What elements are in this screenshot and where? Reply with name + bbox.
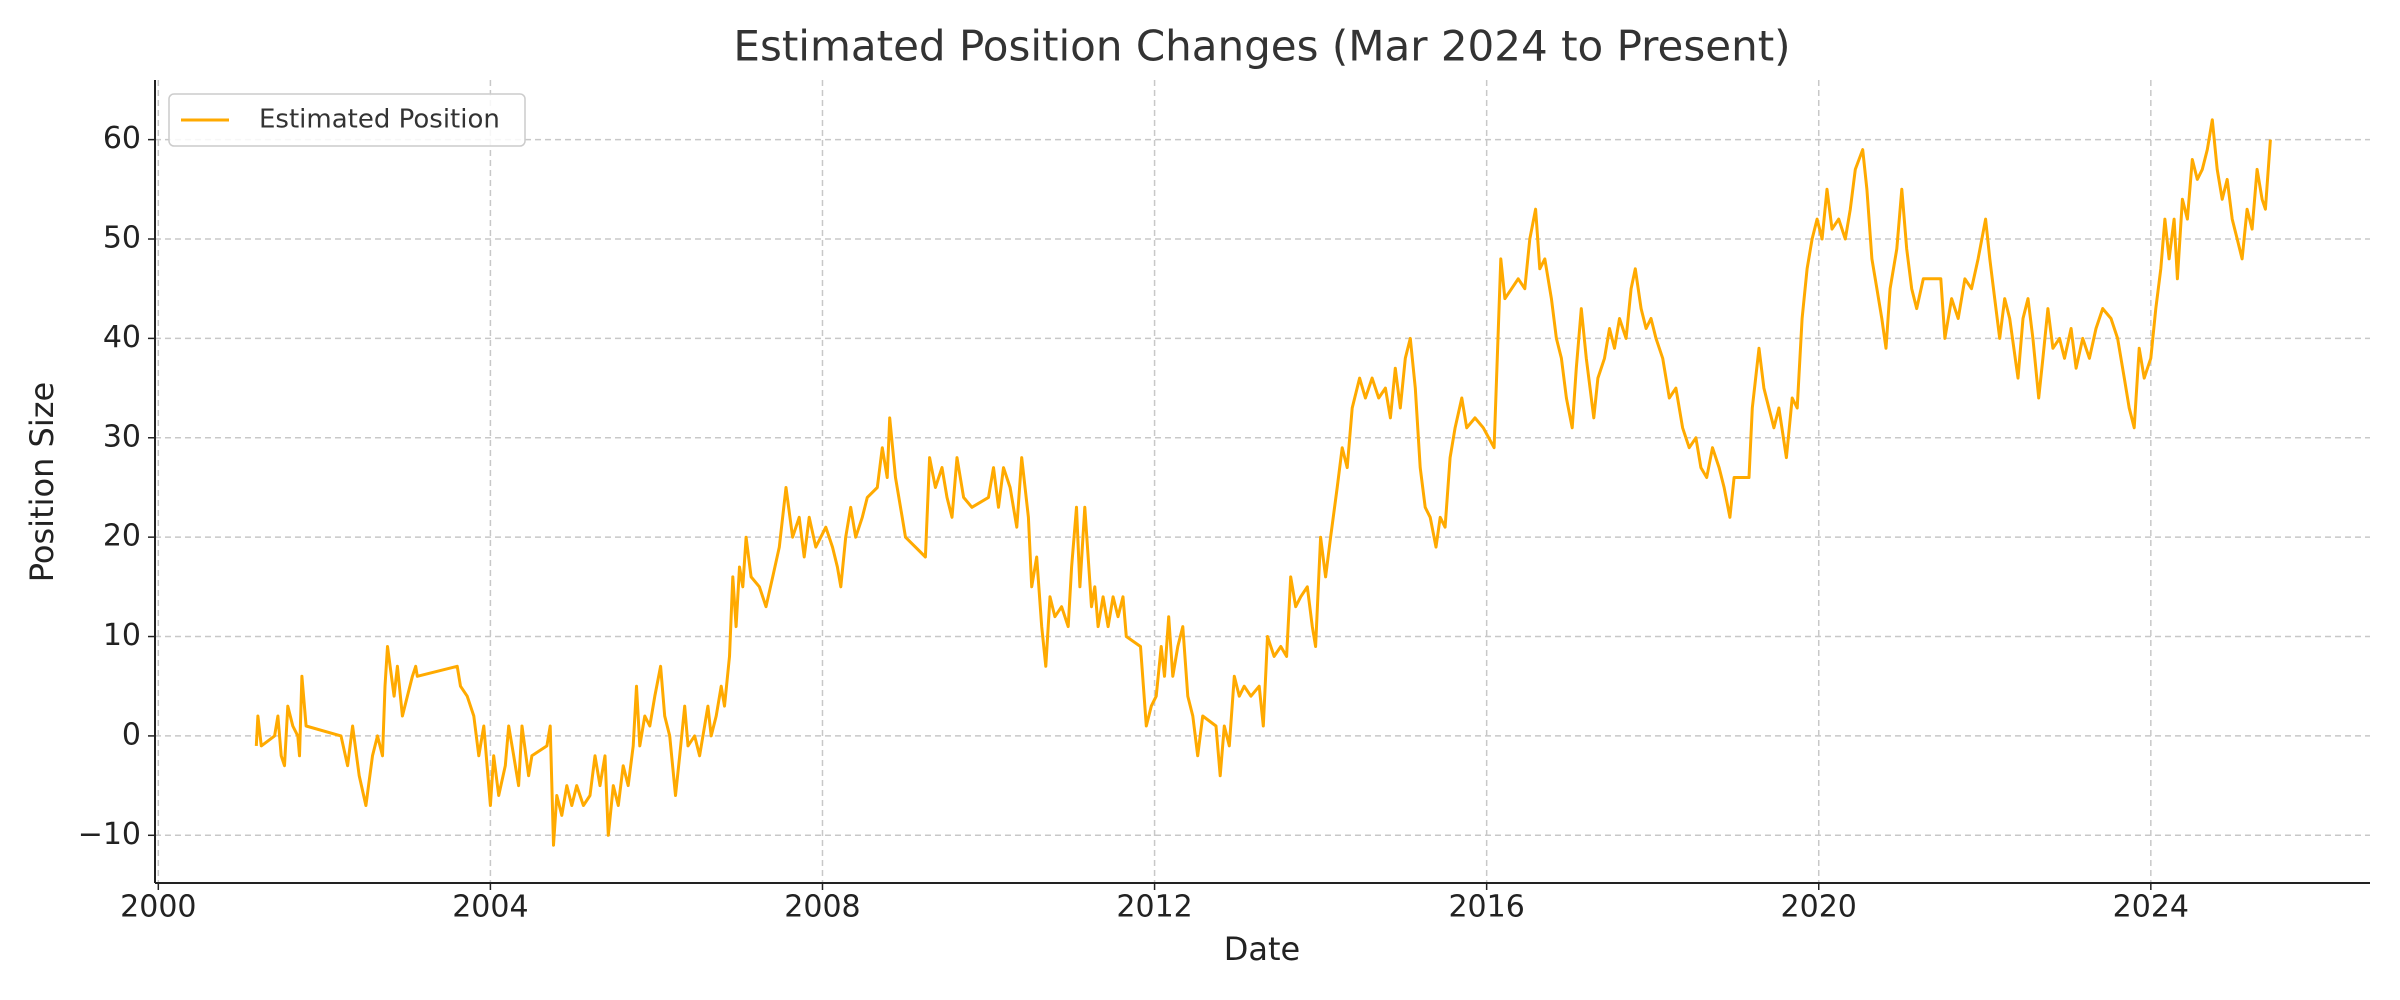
chart-title: Estimated Position Changes (Mar 2024 to … bbox=[733, 22, 1790, 71]
x-tick-label: 2000 bbox=[120, 890, 196, 925]
y-tick-label: 50 bbox=[103, 221, 141, 256]
x-tick-label: 2024 bbox=[2113, 890, 2189, 925]
x-tick-label: 2008 bbox=[784, 890, 860, 925]
x-tick-label: 2020 bbox=[1781, 890, 1857, 925]
legend-box bbox=[168, 93, 526, 147]
legend-label: Estimated Position bbox=[259, 105, 500, 135]
legend: Estimated Position bbox=[168, 93, 526, 147]
y-tick-label: 40 bbox=[103, 320, 141, 355]
y-tick-label: 30 bbox=[103, 419, 141, 454]
y-tick-label: 60 bbox=[103, 121, 141, 156]
x-tick-label: 2012 bbox=[1116, 890, 1192, 925]
y-tick-label: 10 bbox=[103, 618, 141, 653]
y-tick-label: −10 bbox=[78, 817, 141, 852]
x-axis-label: Date bbox=[1224, 930, 1300, 968]
y-tick-label: 0 bbox=[122, 717, 141, 752]
x-tick-label: 2016 bbox=[1448, 890, 1524, 925]
y-tick-label: 20 bbox=[103, 519, 141, 554]
x-tick-label: 2004 bbox=[452, 890, 528, 925]
y-axis-label: Position Size bbox=[23, 382, 61, 582]
data-line bbox=[254, 118, 2272, 847]
